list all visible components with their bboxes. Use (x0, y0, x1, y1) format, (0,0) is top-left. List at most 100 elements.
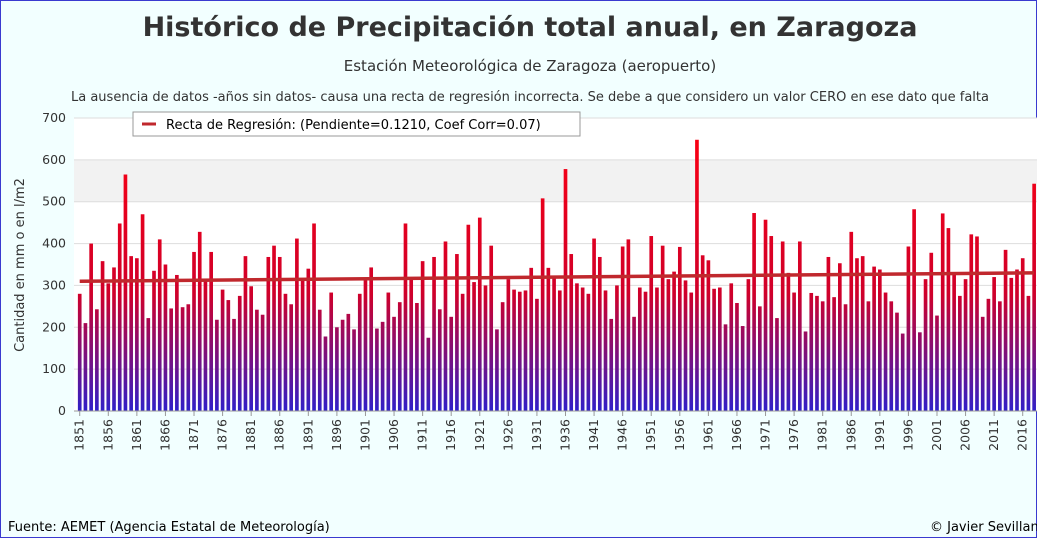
bar (460, 293, 465, 411)
chart-title: Histórico de Precipitación total anual, … (143, 12, 918, 43)
bar (986, 298, 991, 411)
x-tick-label: 1976 (786, 419, 801, 451)
x-tick-label: 1896 (329, 419, 344, 451)
bar (100, 261, 105, 411)
bar (575, 283, 579, 411)
y-tick-label: 100 (42, 361, 66, 376)
bar (849, 231, 854, 411)
bar (243, 256, 248, 411)
x-tick-label: 1861 (129, 419, 144, 451)
bar (643, 291, 648, 411)
bar (769, 236, 774, 411)
bar (992, 277, 996, 411)
bar (803, 331, 808, 411)
bar (597, 256, 602, 411)
bar (952, 272, 956, 411)
legend-label: Recta de Regresión: (Pendiente=0.1210, C… (166, 118, 541, 133)
bar (346, 313, 351, 411)
bar (123, 174, 128, 411)
bar (443, 241, 448, 411)
x-tick-label: 2016 (1015, 419, 1030, 451)
bar (552, 277, 556, 411)
bar (175, 274, 179, 411)
x-tick-label: 1891 (300, 419, 315, 451)
bar (215, 319, 219, 411)
bar (186, 304, 191, 411)
x-tick-label: 2001 (929, 419, 944, 451)
bar (946, 228, 951, 411)
bar (375, 328, 379, 411)
bar (529, 267, 534, 411)
bar (77, 293, 82, 411)
bar (569, 254, 574, 411)
x-tick-label: 1866 (157, 419, 172, 451)
bar (912, 209, 916, 411)
y-tick-label: 400 (42, 236, 66, 251)
bar (980, 316, 985, 411)
bar (500, 302, 505, 411)
bar (780, 241, 785, 411)
bar (140, 214, 145, 411)
bar (135, 258, 139, 411)
bar (820, 301, 825, 411)
grid-band (74, 159, 1037, 202)
bar (637, 287, 642, 411)
bar (283, 293, 288, 411)
x-tick-label: 1871 (186, 419, 201, 451)
bar (112, 267, 116, 411)
x-tick-label: 1916 (443, 419, 458, 451)
bar (306, 268, 311, 411)
bar (403, 223, 408, 411)
x-tick-label: 1941 (586, 419, 601, 451)
bar (775, 318, 779, 411)
x-tick-label: 1911 (415, 419, 430, 451)
bar (432, 256, 436, 411)
bar (958, 295, 962, 411)
bar (152, 270, 156, 411)
bar (323, 336, 328, 411)
bar (192, 251, 196, 411)
bar (712, 288, 716, 411)
bar (129, 256, 133, 411)
bar (220, 289, 225, 411)
bar (83, 323, 88, 411)
bar (1032, 183, 1036, 411)
bar (632, 316, 636, 411)
bar (369, 267, 374, 411)
bar (963, 279, 968, 411)
bar (826, 256, 831, 411)
bar (918, 332, 922, 411)
bar (386, 292, 391, 411)
bar (95, 309, 99, 411)
bar (237, 295, 242, 411)
bar (157, 239, 162, 411)
bar (935, 315, 939, 411)
bar (232, 318, 236, 411)
bar (472, 282, 476, 411)
x-tick-label: 1956 (672, 419, 687, 451)
bar (466, 224, 471, 411)
bar (866, 301, 871, 411)
y-tick-label: 0 (58, 403, 66, 418)
bar (586, 293, 591, 411)
bar (792, 292, 796, 411)
x-tick-label: 1951 (643, 419, 658, 451)
y-tick-label: 600 (42, 152, 66, 167)
bar (335, 327, 339, 411)
x-tick-label: 1931 (529, 419, 544, 451)
x-tick-label: 2011 (986, 419, 1001, 451)
bar (512, 289, 516, 411)
bar (603, 290, 608, 411)
bar (700, 255, 705, 411)
bar (809, 292, 814, 411)
bar (843, 304, 848, 411)
bar (855, 258, 859, 411)
bar (455, 254, 459, 411)
bar (626, 239, 631, 411)
bar (763, 219, 768, 411)
bar (226, 300, 231, 411)
bar (329, 292, 334, 411)
x-tick-label: 1921 (472, 419, 487, 451)
bar (940, 213, 945, 411)
x-tick-label: 1996 (900, 419, 915, 451)
